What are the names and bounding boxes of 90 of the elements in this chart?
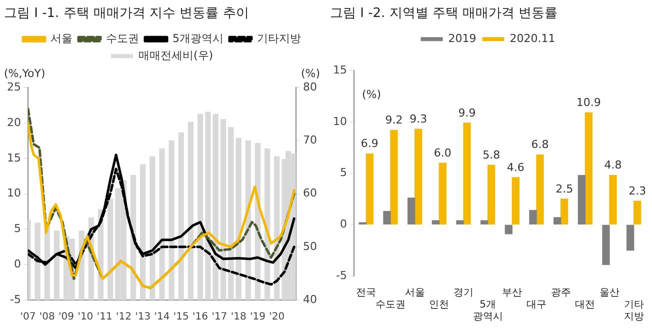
data-label: 4.8: [604, 158, 622, 172]
x-tick-label: '18: [230, 312, 246, 323]
bar: [536, 154, 544, 224]
x-tick-label: '14: [154, 312, 170, 323]
x-tick-label: 수도권: [375, 300, 406, 311]
bar: [626, 224, 634, 251]
x-tick-label: 대전: [575, 300, 596, 311]
data-label: 6.0: [434, 146, 452, 160]
x-tick-label: 대구: [526, 300, 546, 311]
x-tick-label: '07: [20, 312, 36, 323]
chart-title: 그림 I -2. 지역별 주택 매매가격 변동률: [330, 6, 558, 22]
data-label: 4.6: [506, 160, 524, 174]
legend-label: 매매전세비(우): [138, 48, 214, 62]
y-tick-label: 5: [340, 166, 347, 180]
data-label: 6.8: [531, 138, 549, 152]
y2-axis-title: (%): [300, 66, 320, 80]
x-tick-label: 경기: [454, 288, 474, 299]
x-tick-label: 전국: [356, 288, 376, 299]
bar: [438, 162, 446, 224]
y-tick-label: 0: [340, 218, 347, 231]
y-tick-label: 15: [6, 151, 21, 164]
bar: [634, 200, 642, 224]
bar: [609, 175, 617, 224]
bar: [578, 175, 586, 224]
legend-label: 2020.11: [510, 32, 556, 45]
data-label: 9.9: [458, 106, 476, 120]
x-tick-label: '19: [250, 312, 266, 323]
x-tick-label: 광주: [550, 288, 571, 299]
y-tick-label: -5: [10, 292, 21, 306]
x-tick-label: 5개 광역시: [472, 300, 503, 323]
bar: [512, 177, 520, 224]
y-tick-label: 0: [14, 257, 21, 270]
x-tick-label: '20: [269, 312, 285, 323]
legend-label: 서울: [50, 32, 72, 45]
bar: [463, 122, 471, 224]
x-tick-label: '08: [39, 312, 55, 323]
data-label: 9.2: [385, 114, 403, 127]
x-tick-label: 부산: [502, 288, 522, 299]
data-label: 5.8: [482, 148, 500, 162]
y2-tick-label: 50: [303, 240, 318, 253]
data-label: 2.5: [556, 182, 574, 196]
data-label: 6.9: [360, 137, 378, 150]
legend-label: 5개광역시: [172, 32, 224, 45]
x-tick-label: 기타 지방: [624, 300, 644, 323]
x-tick-label: '17: [212, 312, 228, 323]
x-tick-label: 울산: [600, 288, 620, 299]
x-tick-label: 인천: [429, 300, 450, 311]
bar: [432, 220, 440, 224]
x-tick-label: '13: [135, 312, 151, 323]
bar: [529, 210, 537, 224]
bar: [554, 217, 562, 224]
legend-label: 2019: [448, 32, 476, 45]
bar: [560, 198, 568, 224]
data-label: 2.3: [628, 184, 646, 198]
y-tick-label: 10: [6, 186, 21, 200]
y-axis-title: (%): [362, 88, 382, 101]
y-tick-label: -5: [336, 268, 347, 282]
y-tick-label: 10: [332, 114, 347, 128]
bar: [584, 112, 592, 224]
bar: [366, 153, 374, 224]
y2-tick-label: 70: [303, 134, 318, 147]
y2-tick-label: 40: [303, 292, 318, 306]
x-tick-label: 서울: [404, 288, 425, 299]
bar: [480, 220, 488, 224]
y-tick-label: 20: [6, 116, 21, 129]
bar: [488, 164, 496, 224]
x-tick-label: '15: [173, 312, 189, 323]
bar: [414, 128, 422, 224]
y2-tick-label: 60: [303, 186, 318, 200]
data-label: 10.9: [576, 96, 601, 110]
bar: [602, 224, 610, 266]
x-tick-label: '09: [58, 312, 74, 323]
chart-title: 그림 I -1. 주택 매매가격 지수 변동률 추이: [4, 6, 249, 22]
y-tick-label: 5: [14, 222, 21, 236]
x-tick-label: '11: [96, 312, 112, 323]
data-label: 9.3: [410, 112, 428, 126]
x-tick-label: '16: [192, 312, 208, 323]
y-tick-label: 15: [332, 63, 347, 76]
x-tick-label: '10: [78, 312, 94, 323]
legend-label: 기타지방: [257, 32, 301, 45]
x-tick-label: '12: [116, 312, 132, 323]
bar: [408, 198, 416, 224]
y-axis-title: (%,YoY): [4, 66, 46, 80]
bar: [383, 210, 391, 224]
y-tick-label: 25: [6, 80, 21, 94]
bar: [504, 224, 512, 234]
bar: [456, 220, 464, 224]
bar: [390, 130, 398, 224]
legend-label: 수도권: [106, 32, 139, 45]
y2-tick-label: 80: [303, 80, 318, 94]
